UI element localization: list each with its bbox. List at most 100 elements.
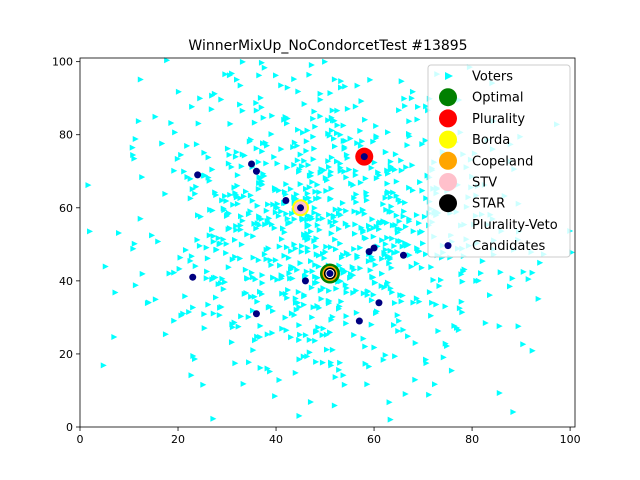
voter-marker [428,264,435,271]
voter-marker [272,72,279,79]
voter-marker [307,198,314,205]
voter-marker [299,163,306,170]
voter-marker [319,332,326,339]
voter-marker [327,244,334,251]
voter-marker [482,319,489,326]
voter-marker [294,157,301,164]
voter-marker [344,105,351,112]
voter-marker [226,72,233,79]
legend: Voters Optimal Plurality Borda Copeland STV ST… [427,64,571,258]
voter-marker [237,101,244,108]
voter-marker [359,138,366,145]
voter-marker [149,232,156,239]
voter-marker [284,164,291,171]
voter-marker [388,208,395,215]
candidate-marker [370,244,378,252]
voter-marker [326,211,333,218]
voter-marker [275,213,282,220]
voter-marker [337,168,344,175]
voter-marker [325,158,332,165]
voter-marker [354,140,361,147]
voter-marker [416,220,423,227]
voter-marker [357,244,364,251]
voter-marker [520,268,527,275]
voter-marker [262,139,269,146]
voter-marker [392,222,399,229]
voter-marker [315,216,322,223]
voter-marker [171,269,178,276]
voter-marker [139,270,146,277]
voter-marker [187,257,194,264]
voter-marker [237,255,244,262]
voter-marker [298,248,305,255]
voter-marker [292,295,299,302]
voter-marker [372,261,379,268]
voter-marker [227,120,234,127]
voter-marker [203,275,210,282]
voter-marker [219,275,226,282]
voter-marker [193,141,200,148]
voter-marker [314,181,321,188]
legend-borda-marker [439,130,457,149]
voter-marker [351,194,358,201]
voter-marker [267,257,274,264]
voter-marker [486,292,493,299]
voter-marker [278,275,285,282]
voter-marker [211,90,218,97]
voter-marker [304,236,311,243]
voter-marker [396,317,403,324]
voter-marker [304,216,311,223]
voter-marker [304,190,311,197]
voter-marker [227,191,234,198]
voter-marker [417,179,424,186]
candidate-marker [326,270,334,278]
voter-marker [285,220,292,227]
voter-marker [390,165,397,172]
voter-marker [265,304,272,311]
voter-marker [193,183,200,190]
voter-marker [331,402,338,409]
voter-marker [413,260,420,267]
voter-marker [265,201,272,208]
voter-marker [379,255,386,262]
voter-marker [152,296,159,303]
voter-marker [318,295,325,302]
voter-marker [398,167,405,174]
voter-marker [263,256,270,263]
voter-marker [269,329,276,336]
voter-marker [382,241,389,248]
voter-marker [509,275,516,282]
voter-marker [357,142,364,149]
x-tick-label: 80 [465,433,479,446]
voter-marker [255,257,262,264]
voter-marker [410,228,417,235]
voter-marker [368,253,375,260]
voter-marker [297,151,304,158]
voter-marker [205,154,212,161]
voter-marker [239,217,246,224]
voter-marker [210,233,217,240]
voter-marker [255,159,262,166]
voter-marker [363,189,370,196]
voter-marker [304,248,311,255]
voter-marker [195,212,202,219]
voter-marker [200,381,207,388]
voter-marker [249,274,256,281]
voter-marker [401,95,408,102]
voter-marker [370,138,377,145]
voter-marker [314,279,321,286]
voter-marker [232,253,239,260]
voter-marker [329,222,336,229]
voter-marker [393,192,400,199]
voter-marker [406,133,413,140]
voter-marker [229,256,236,263]
voter-marker [277,262,284,269]
voter-marker [258,215,265,222]
voter-marker [287,275,294,282]
candidate-marker [365,248,373,256]
voter-marker [184,142,191,149]
voter-marker [306,349,313,356]
voter-marker [351,208,358,215]
voter-marker [328,114,335,121]
voter-marker [263,160,270,167]
